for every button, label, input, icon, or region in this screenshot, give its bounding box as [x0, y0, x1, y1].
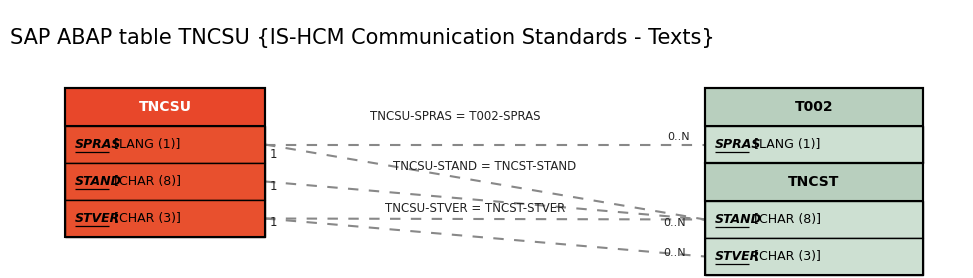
Text: STAND: STAND: [715, 213, 762, 226]
Text: SPRAS: SPRAS: [715, 138, 762, 151]
Bar: [705, 88, 923, 163]
Bar: [705, 238, 923, 275]
Text: TNCSU-SPRAS = T002-SPRAS: TNCSU-SPRAS = T002-SPRAS: [370, 110, 540, 123]
Text: [LANG (1)]: [LANG (1)]: [110, 138, 180, 151]
Text: STVER: STVER: [715, 250, 760, 263]
Bar: [65, 88, 265, 126]
Text: [CHAR (3)]: [CHAR (3)]: [750, 250, 821, 263]
Text: TNCSU-STVER = TNCST-STVER: TNCSU-STVER = TNCST-STVER: [385, 202, 565, 215]
Bar: [705, 126, 923, 163]
Text: 1: 1: [270, 180, 277, 192]
Text: 0..N: 0..N: [667, 131, 690, 142]
Text: TNCSU-STAND = TNCST-STAND: TNCSU-STAND = TNCST-STAND: [393, 160, 577, 173]
Text: TNCST: TNCST: [788, 175, 840, 189]
Bar: [65, 126, 265, 163]
Bar: [65, 200, 265, 237]
Bar: [705, 163, 923, 201]
Text: [LANG (1)]: [LANG (1)]: [750, 138, 820, 151]
Bar: [705, 163, 923, 275]
Bar: [705, 88, 923, 126]
Text: [CHAR (8)]: [CHAR (8)]: [750, 213, 821, 226]
Text: SAP ABAP table TNCSU {IS-HCM Communication Standards - Texts}: SAP ABAP table TNCSU {IS-HCM Communicati…: [10, 28, 714, 48]
Text: [CHAR (3)]: [CHAR (3)]: [110, 212, 181, 225]
Text: STAND: STAND: [75, 175, 122, 188]
Bar: [705, 201, 923, 238]
Text: 0..N: 0..N: [663, 217, 686, 227]
Bar: [65, 88, 265, 237]
Text: TNCSU: TNCSU: [138, 100, 192, 114]
Text: [CHAR (8)]: [CHAR (8)]: [110, 175, 181, 188]
Bar: [65, 163, 265, 200]
Text: 0..N: 0..N: [663, 249, 686, 259]
Text: STVER: STVER: [75, 212, 121, 225]
Text: 1: 1: [270, 148, 277, 162]
Text: T002: T002: [795, 100, 833, 114]
Text: 1: 1: [270, 217, 277, 230]
Text: SPRAS: SPRAS: [75, 138, 122, 151]
